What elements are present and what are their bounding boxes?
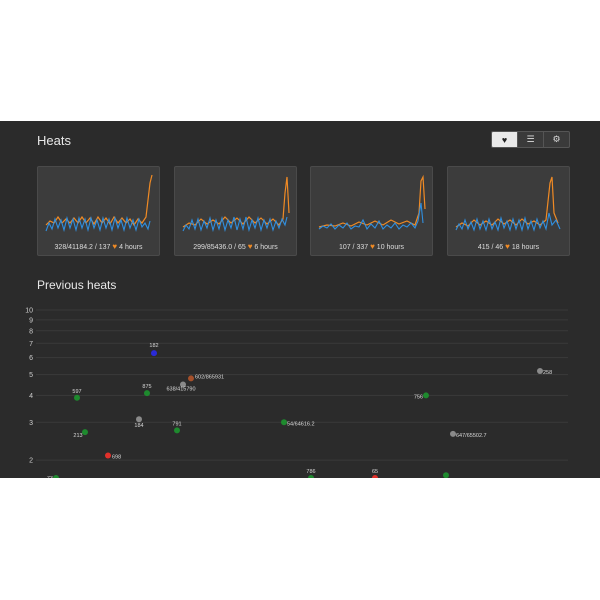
favorites-view-button[interactable]: ♥ <box>491 131 518 148</box>
heat-card[interactable]: 328/41184.2 / 137 ♥ 4 hours <box>37 166 160 256</box>
heat-point[interactable] <box>174 427 180 434</box>
heat-card[interactable]: 299/85436.0 / 65 ♥ 6 hours <box>174 166 297 256</box>
heat-card-caption: 328/41184.2 / 137 ♥ 4 hours <box>54 242 143 251</box>
y-tick-label: 10 <box>25 308 33 315</box>
page-title: Heats <box>37 133 71 148</box>
heat-point[interactable] <box>281 419 287 426</box>
y-tick-label: 3 <box>29 420 33 427</box>
heat-point-label: 647/65502.7 <box>456 433 487 439</box>
heat-point[interactable] <box>423 392 429 399</box>
heat-point-label: 602/865931 <box>195 374 224 380</box>
heat-point-label: 638/415790 <box>166 386 195 392</box>
heat-sparkline <box>182 176 290 233</box>
heat-point-label: 184 <box>134 423 143 429</box>
heat-point[interactable] <box>450 430 456 437</box>
heat-card[interactable]: 415 / 46 ♥ 18 hours <box>447 166 570 256</box>
heat-card[interactable]: 107 / 337 ♥ 10 hours <box>310 166 433 256</box>
heat-point-label: 73 <box>47 476 53 478</box>
heat-sparkline <box>455 176 561 233</box>
heat-cards: 328/41184.2 / 137 ♥ 4 hours 299/85436.0 … <box>37 166 570 256</box>
heat-point-label: 756 <box>414 394 423 400</box>
heat-point-label: 54/64616.2 <box>287 421 315 427</box>
heat-point[interactable] <box>188 375 194 382</box>
heat-point-label: 791 <box>172 421 181 427</box>
list-view-button[interactable]: ☰ <box>518 131 544 148</box>
heat-point[interactable] <box>308 475 314 478</box>
view-toolbar: ♥ ☰ ⚙ <box>491 131 570 148</box>
heat-sparkline <box>318 174 426 231</box>
list-icon: ☰ <box>526 134 535 144</box>
heat-point-label: 786 <box>306 469 315 475</box>
app-panel: Heats ♥ ☰ ⚙ 328/41184.2 / 137 ♥ 4 hours … <box>0 121 600 478</box>
heat-point-label: 213 <box>73 433 82 439</box>
y-tick-label: 8 <box>29 328 33 335</box>
heat-sparkline <box>45 174 153 233</box>
heat-point[interactable] <box>151 350 157 357</box>
heat-point[interactable] <box>53 475 59 478</box>
heat-point[interactable] <box>443 472 449 478</box>
heart-icon: ♥ <box>247 242 253 251</box>
previous-heats-chart: 1098765432182597875602/865931638/4157901… <box>25 308 568 478</box>
y-tick-label: 6 <box>29 355 33 362</box>
heat-point[interactable] <box>144 390 150 397</box>
gear-icon: ⚙ <box>552 134 561 144</box>
heat-point[interactable] <box>74 394 80 401</box>
heat-point-label: 258 <box>543 370 552 376</box>
y-tick-label: 5 <box>29 372 33 379</box>
y-tick-label: 9 <box>29 317 33 324</box>
heat-point-label: 875 <box>142 384 151 390</box>
heart-icon: ♥ <box>112 242 118 251</box>
heart-icon: ♥ <box>501 134 508 145</box>
heart-icon: ♥ <box>505 242 510 251</box>
heat-point[interactable] <box>136 416 142 423</box>
heart-icon: ♥ <box>370 242 375 251</box>
heat-point[interactable] <box>537 367 543 374</box>
heat-point[interactable] <box>105 452 111 459</box>
y-tick-label: 4 <box>29 393 33 400</box>
heat-point-label: 65 <box>372 469 378 475</box>
settings-button[interactable]: ⚙ <box>544 131 570 148</box>
heat-point-label: 597 <box>72 389 81 395</box>
heat-point[interactable] <box>372 475 378 478</box>
previous-heats-title: Previous heats <box>37 278 117 292</box>
heat-card-caption: 107 / 337 ♥ 10 hours <box>338 242 405 251</box>
y-tick-label: 2 <box>29 458 33 465</box>
heat-point[interactable] <box>180 381 186 388</box>
heat-point[interactable] <box>82 429 88 436</box>
heat-point-label: 698 <box>112 455 121 461</box>
heat-card-caption: 415 / 46 ♥ 18 hours <box>477 242 540 251</box>
heat-point-label: 182 <box>149 343 158 349</box>
heat-card-caption: 299/85436.0 / 65 ♥ 6 hours <box>193 242 278 251</box>
y-tick-label: 7 <box>29 341 33 348</box>
